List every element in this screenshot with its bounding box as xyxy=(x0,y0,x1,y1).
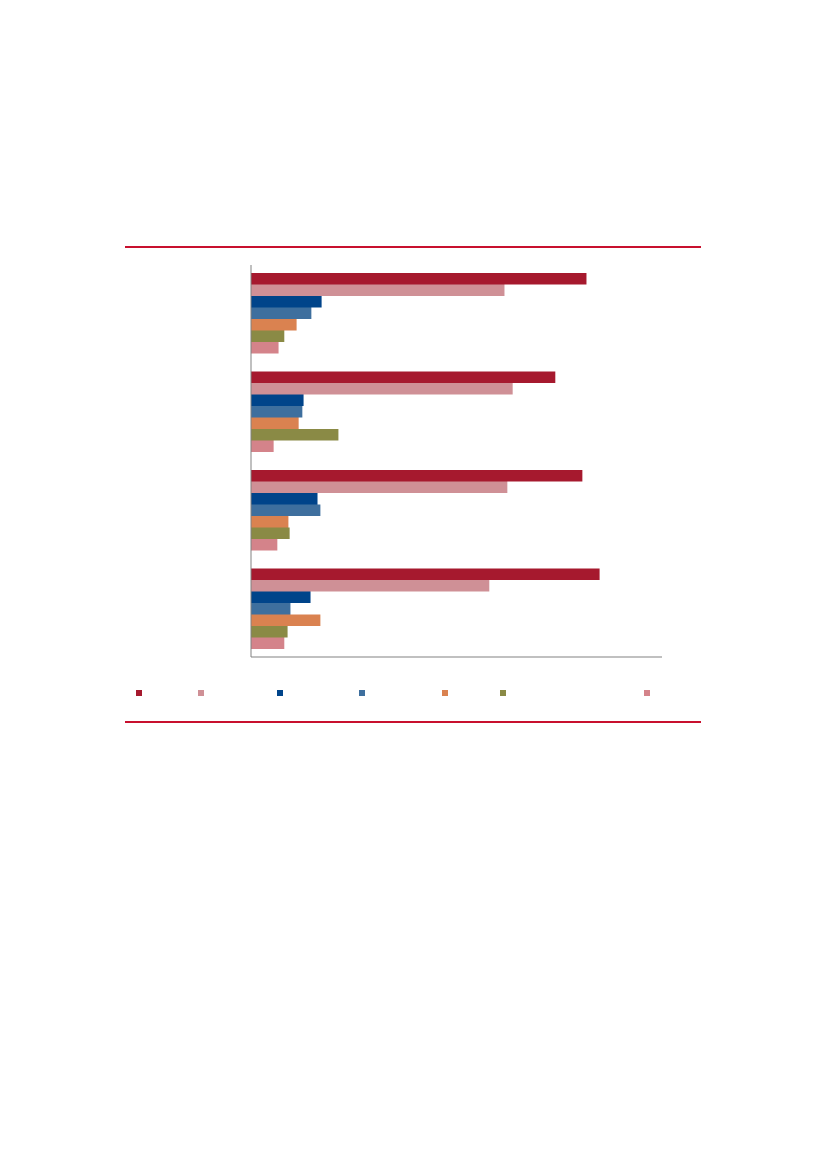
bar-series-3-group-3 xyxy=(251,493,318,505)
bar-series-6-group-1 xyxy=(251,330,285,342)
bar-series-3-group-1 xyxy=(251,296,322,308)
legend-swatch-5 xyxy=(442,690,448,696)
bar-series-1-group-2 xyxy=(251,371,556,383)
bar-series-4-group-4 xyxy=(251,603,291,615)
bars xyxy=(251,273,600,649)
legend-swatch-1 xyxy=(136,690,142,696)
legend-swatch-2 xyxy=(198,690,204,696)
bar-series-5-group-2 xyxy=(251,417,299,429)
bar-series-1-group-4 xyxy=(251,568,600,580)
legend-swatch-6 xyxy=(500,690,506,696)
bar-series-2-group-1 xyxy=(251,284,505,296)
bar-series-5-group-1 xyxy=(251,319,297,331)
bar-series-5-group-3 xyxy=(251,516,289,528)
bar-series-7-group-1 xyxy=(251,342,279,354)
bar-series-6-group-4 xyxy=(251,626,288,638)
legend-swatch-4 xyxy=(359,690,365,696)
legend-swatch-7 xyxy=(644,690,650,696)
bar-series-3-group-4 xyxy=(251,591,311,603)
bar-series-7-group-4 xyxy=(251,637,285,649)
bar-series-2-group-4 xyxy=(251,580,490,592)
bar-series-1-group-1 xyxy=(251,273,587,285)
bar-series-4-group-3 xyxy=(251,504,321,516)
bar-series-2-group-2 xyxy=(251,383,513,395)
bar-series-5-group-4 xyxy=(251,614,321,626)
bar-series-4-group-2 xyxy=(251,406,303,418)
bar-series-3-group-2 xyxy=(251,394,304,406)
legend xyxy=(136,690,650,696)
bar-series-4-group-1 xyxy=(251,307,312,319)
bar-series-1-group-3 xyxy=(251,470,583,482)
legend-swatch-3 xyxy=(277,690,283,696)
bar-series-2-group-3 xyxy=(251,481,508,493)
bar-series-7-group-3 xyxy=(251,539,278,551)
bar-series-6-group-2 xyxy=(251,429,339,441)
bar-series-6-group-3 xyxy=(251,527,290,539)
bar-series-7-group-2 xyxy=(251,440,274,452)
